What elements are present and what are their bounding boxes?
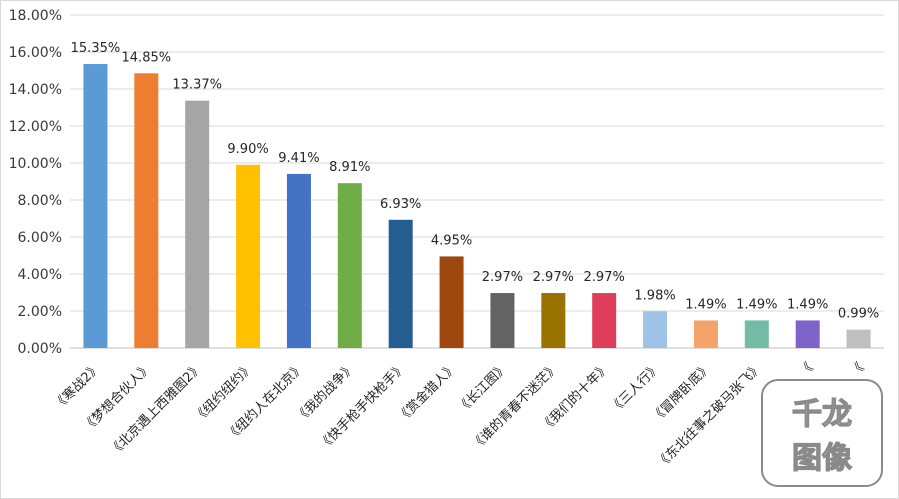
data-label: 15.35% xyxy=(71,41,121,56)
category-label: 《 xyxy=(848,360,868,380)
data-label: 6.93% xyxy=(380,197,421,212)
data-labels: 15.35%14.85%13.37% 9.90% 9.41% 8.91% 6.93% 4.… xyxy=(71,41,880,322)
y-tick-label: 6.00% xyxy=(18,230,62,246)
y-tick-label: 8.00% xyxy=(18,193,62,209)
bar xyxy=(490,293,515,348)
data-label: 2.97% xyxy=(533,270,574,285)
watermark-line-2: 图像 xyxy=(792,441,852,476)
data-label: 0.99% xyxy=(838,307,879,322)
y-tick-label: 0.00% xyxy=(18,341,62,357)
y-tick-label: 14.00% xyxy=(9,82,62,98)
bar xyxy=(337,183,362,348)
watermark-line-1: 千龙 xyxy=(792,397,852,432)
data-label: 14.85% xyxy=(122,50,172,65)
bar xyxy=(795,320,820,348)
y-axis-ticks: 0.00% 2.00% 4.00% 6.00% 8.00% 10.00% 12.00% 14.… xyxy=(9,8,62,357)
data-label: 1.98% xyxy=(634,288,675,303)
bar xyxy=(236,164,261,348)
x-axis-category-labels: 《寒战2》《梦想合伙人》《北京遇上西雅图2》《纽约纽约》《纽约人在北京》《我的战… xyxy=(50,360,867,472)
y-tick-label: 18.00% xyxy=(9,8,62,24)
bar xyxy=(134,73,159,349)
category-label: 《寒战2》 xyxy=(50,360,104,414)
bar xyxy=(388,219,413,348)
data-label: 9.41% xyxy=(278,151,319,166)
bar xyxy=(541,293,566,348)
bar xyxy=(846,329,871,348)
bar xyxy=(286,173,311,348)
data-label: 8.91% xyxy=(329,160,370,175)
y-tick-label: 12.00% xyxy=(9,119,62,135)
bar xyxy=(744,320,769,348)
data-label: 9.90% xyxy=(227,142,268,157)
data-label: 1.49% xyxy=(685,297,726,312)
data-label: 4.95% xyxy=(431,233,472,248)
category-label: 《 xyxy=(797,360,817,380)
data-label: 2.97% xyxy=(482,270,523,285)
category-label: 《东北往事之破马张飞》 xyxy=(654,360,766,472)
y-tick-label: 10.00% xyxy=(9,156,62,172)
bar xyxy=(693,320,718,348)
data-label: 2.97% xyxy=(584,270,625,285)
y-tick-label: 4.00% xyxy=(18,267,62,283)
bar xyxy=(592,293,617,348)
data-label: 1.49% xyxy=(787,297,828,312)
category-label: 《北京遇上西雅图2》 xyxy=(107,360,206,459)
category-label: 《快手枪手快枪手》 xyxy=(315,360,409,454)
bar xyxy=(643,311,668,348)
data-label: 1.49% xyxy=(736,297,777,312)
y-tick-label: 16.00% xyxy=(9,45,62,61)
bars xyxy=(83,64,871,349)
bar xyxy=(185,100,210,348)
bar xyxy=(439,256,464,348)
watermark-logo: 千龙 图像 xyxy=(761,379,883,487)
data-label: 13.37% xyxy=(172,78,222,93)
category-label: 《谁的青春不迷茫》 xyxy=(468,360,562,454)
y-tick-label: 2.00% xyxy=(18,304,62,320)
bar xyxy=(83,64,108,349)
